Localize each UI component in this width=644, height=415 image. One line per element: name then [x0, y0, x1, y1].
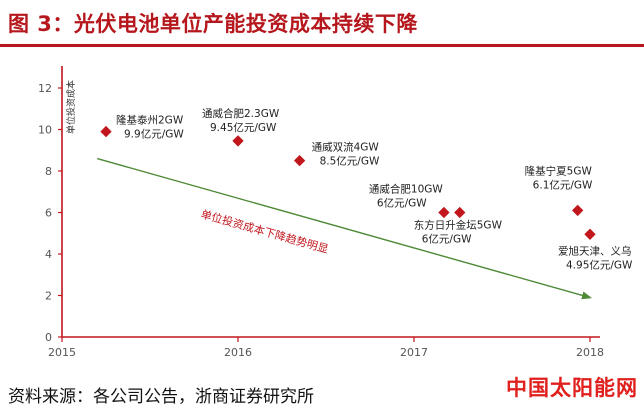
data-label: 6亿元/GW [377, 197, 427, 210]
chart-title: 图 3：光伏电池单位产能投资成本持续下降 [8, 12, 418, 36]
data-point [454, 206, 466, 219]
y-axis-label: 单位投资成本 [65, 80, 77, 134]
data-label: 9.9亿元/GW [124, 128, 184, 141]
data-label: 8.5亿元/GW [320, 155, 380, 168]
watermark-text: 中国太阳能网 [506, 376, 638, 400]
data-point [232, 135, 244, 147]
data-point [100, 125, 112, 138]
y-tick-label: 12 [38, 82, 52, 95]
data-label: 隆基宁夏5GW [525, 164, 593, 177]
trend-label: 单位投资成本下降趋势明显 [199, 207, 330, 256]
title-divider [0, 44, 644, 47]
y-tick-label: 4 [45, 248, 52, 261]
data-point [584, 228, 596, 240]
y-tick-label: 2 [45, 290, 52, 303]
data-label: 爱旭天津、义乌 [558, 244, 632, 257]
y-tick-label: 8 [45, 165, 52, 178]
data-label: 4.95亿元/GW [566, 258, 633, 271]
x-tick-label: 2018 [576, 346, 604, 359]
data-point [293, 154, 306, 167]
data-label: 隆基泰州2GW [116, 114, 184, 127]
x-tick-label: 2017 [400, 346, 428, 359]
x-tick-label: 2015 [48, 346, 76, 359]
data-label: 通威双流4GW [312, 141, 380, 154]
x-tick-label: 2016 [224, 346, 252, 359]
data-point [438, 206, 450, 219]
y-tick-label: 6 [45, 207, 52, 220]
data-label: 东方日升金坛5GW [414, 219, 503, 232]
data-label: 通威合肥10GW [369, 183, 443, 196]
data-label: 6亿元/GW [422, 233, 472, 246]
data-label: 6.1亿元/GW [533, 178, 593, 191]
y-tick-label: 0 [45, 331, 52, 344]
source-note: 资料来源：各公司公告，浙商证券研究所 [8, 387, 314, 407]
y-tick-label: 10 [38, 124, 52, 137]
trend-arrow [97, 157, 592, 300]
data-point [572, 204, 584, 217]
data-label: 通威合肥2.3GW [202, 107, 280, 120]
data-label: 9.45亿元/GW [210, 121, 277, 134]
